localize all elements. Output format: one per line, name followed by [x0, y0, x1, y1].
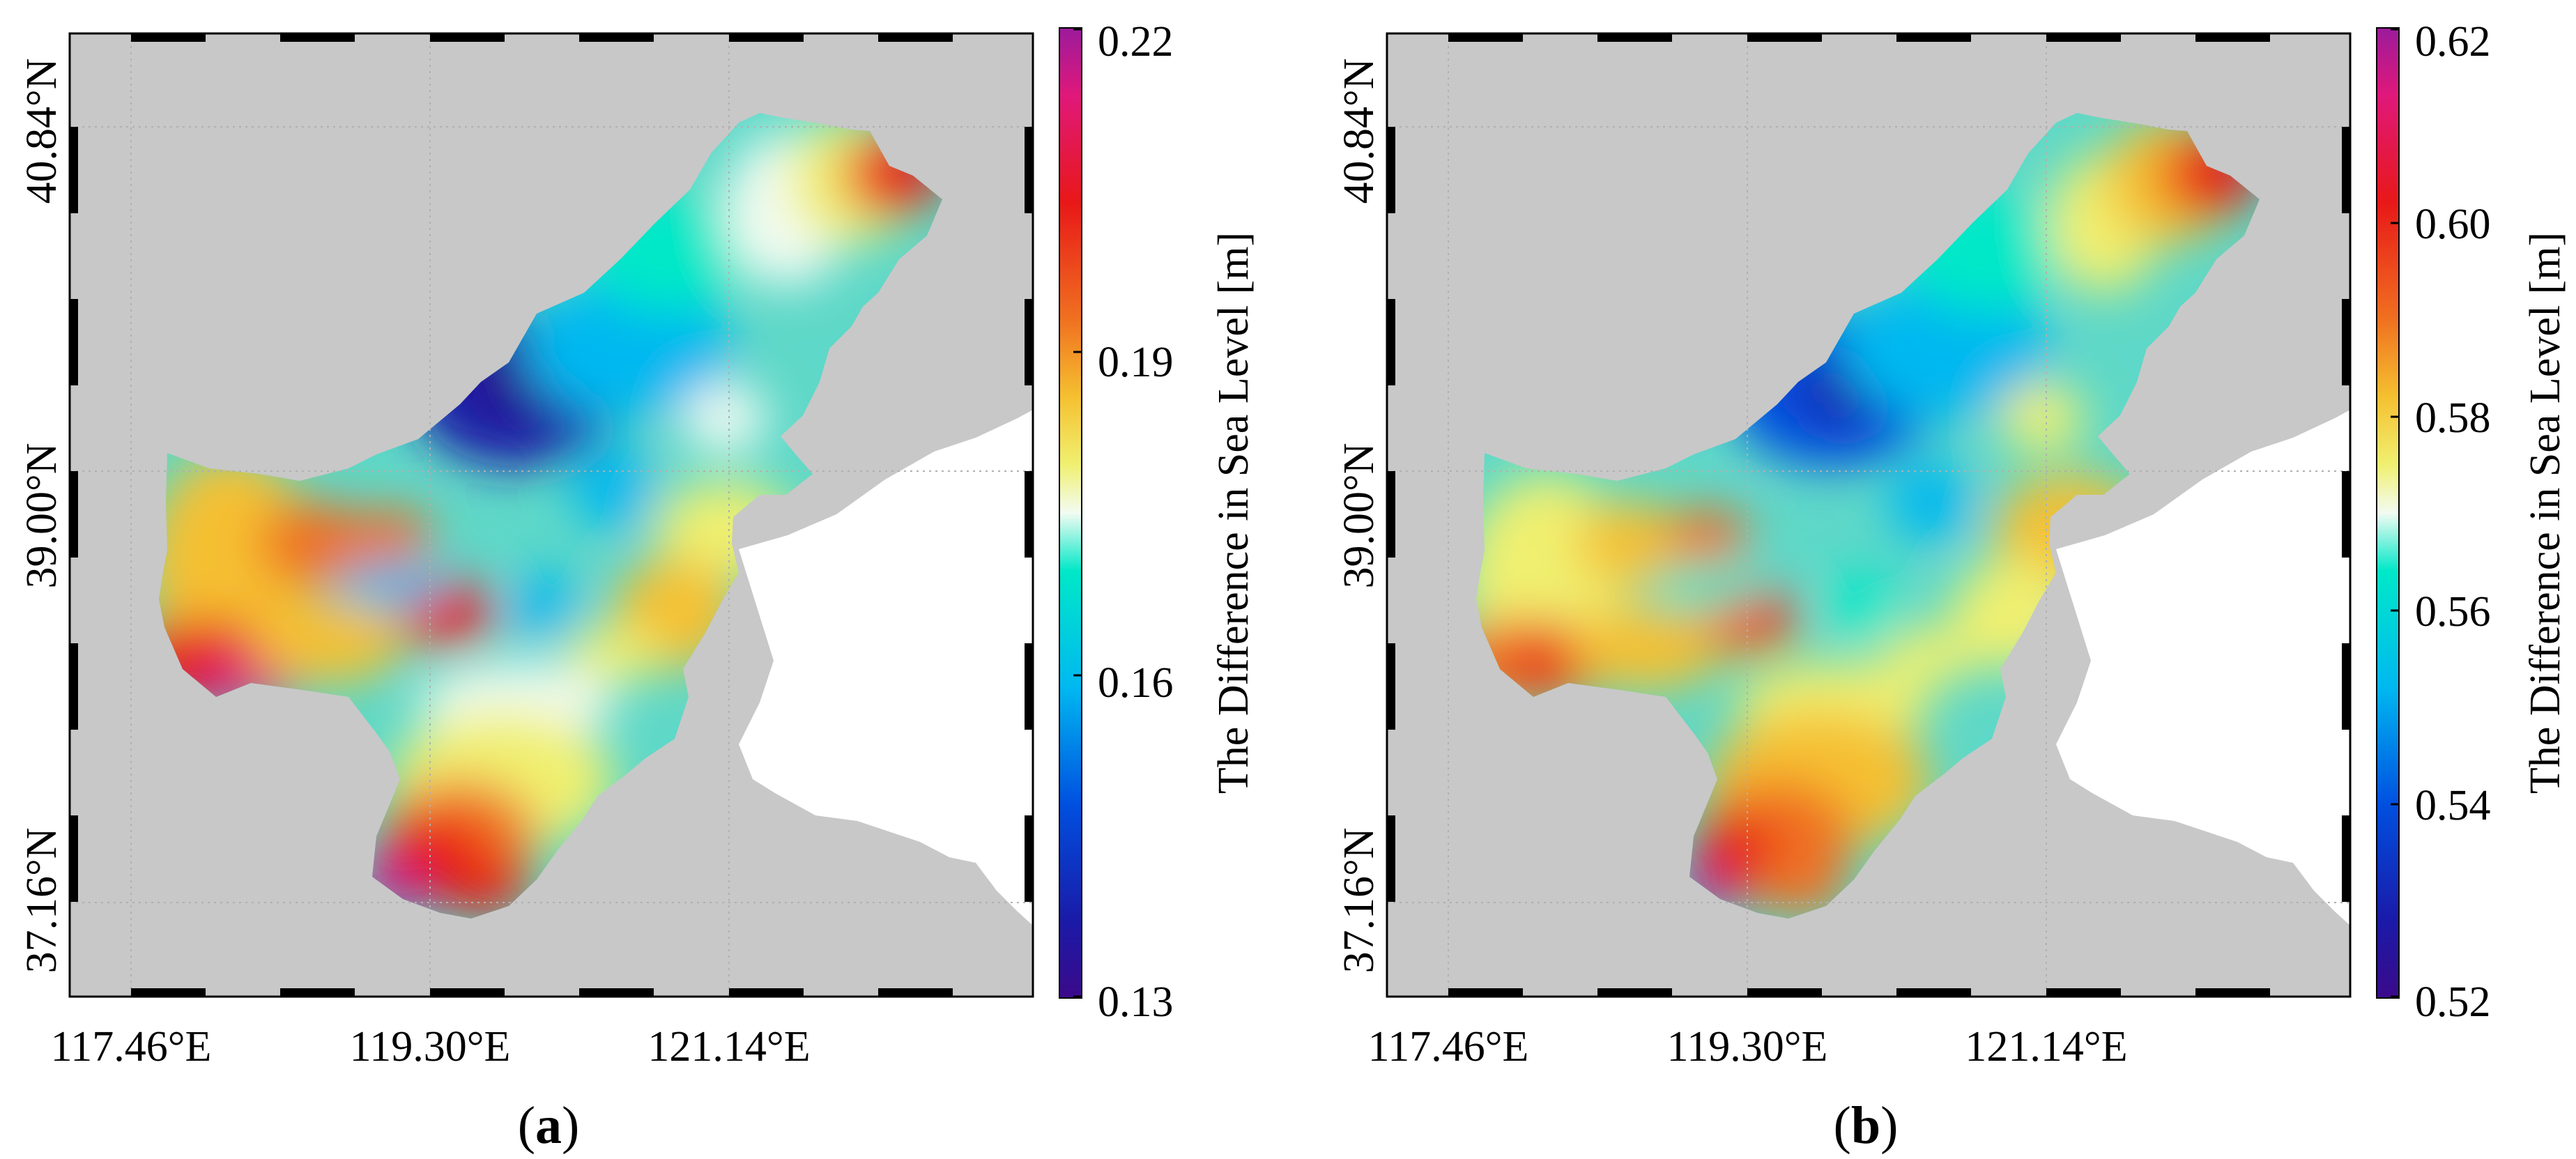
y-tick-label: 39.00°N — [18, 443, 66, 588]
y-tick-label: 40.84°N — [18, 58, 66, 204]
colorbar-tick-label: 0.62 — [2415, 18, 2491, 66]
panel-b: 117.46°E 119.30°E 121.14°E 37.16°N 39.00… — [1335, 18, 2569, 1155]
panel-caption-a: (a) — [518, 1096, 580, 1155]
colorbar-tick-label: 0.56 — [2415, 588, 2491, 636]
x-tick-label: 121.14°E — [647, 1023, 810, 1070]
colorbar-tick-label: 0.60 — [2415, 201, 2491, 248]
colorbar-tick-label: 0.54 — [2415, 782, 2491, 829]
colorbar-tick-label: 0.16 — [1098, 659, 1174, 707]
colorbar-b: 0.62 0.60 0.58 0.56 0.54 0.52 The Differ… — [2376, 18, 2569, 1026]
x-tick-label: 117.46°E — [51, 1023, 212, 1070]
colorbar-tick-label: 0.58 — [2415, 394, 2491, 442]
colorbar-tick-label: 0.22 — [1098, 18, 1174, 66]
x-tick-label: 121.14°E — [1965, 1023, 2127, 1070]
colorbar-a: 0.22 0.19 0.16 0.13 The Difference in Se… — [1059, 18, 1257, 1026]
panel-caption-b: (b) — [1834, 1096, 1899, 1155]
frame-ticks — [1387, 33, 2350, 997]
y-tick-label: 40.84°N — [1335, 58, 1383, 204]
colorbar-tick-label: 0.13 — [1098, 978, 1174, 1026]
x-tick-label: 117.46°E — [1368, 1023, 1529, 1070]
colorbar-tick-label: 0.52 — [2415, 978, 2491, 1026]
colorbar-tick-label: 0.19 — [1098, 339, 1174, 386]
y-tick-label: 37.16°N — [1335, 827, 1383, 973]
y-tick-label: 39.00°N — [1335, 443, 1383, 588]
panel-a: 117.46°E 119.30°E 121.14°E 37.16°N 39.00… — [18, 18, 1257, 1155]
y-tick-label: 37.16°N — [18, 827, 66, 973]
frame-ticks — [70, 33, 1033, 997]
landmass-white-east — [739, 410, 1033, 926]
landmass-white-east — [2056, 410, 2350, 926]
x-tick-label: 119.30°E — [350, 1023, 511, 1070]
x-tick-label: 119.30°E — [1667, 1023, 1828, 1070]
colorbar-label: The Difference in Sea Level [m] — [1210, 232, 1257, 794]
colorbar-label: The Difference in Sea Level [m] — [2522, 232, 2569, 794]
